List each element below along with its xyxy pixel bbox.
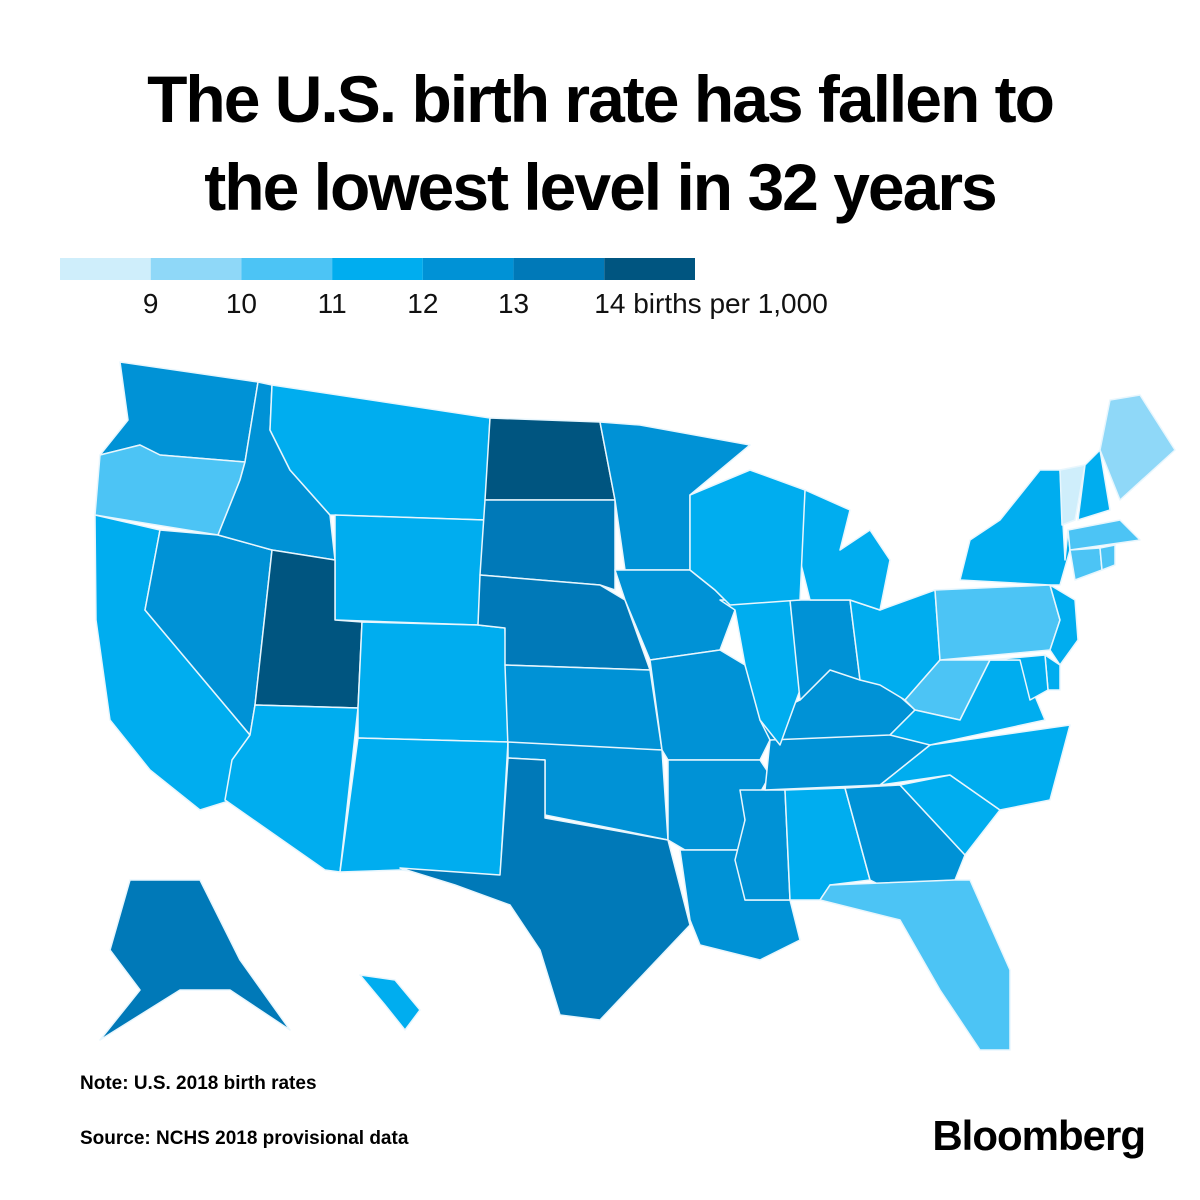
state: [959, 469, 1071, 586]
legend-swatch: [422, 258, 514, 280]
state: [479, 499, 616, 591]
legend-swatch: [60, 258, 151, 280]
state: [1059, 464, 1086, 526]
source: Source: NCHS 2018 provisional data: [80, 1128, 409, 1149]
legend-swatch: [150, 258, 242, 280]
legend-tick-label: 11: [318, 288, 347, 319]
state: [484, 417, 616, 501]
legend-swatch: [513, 258, 605, 280]
state: [504, 664, 663, 751]
legend-swatch: [332, 258, 423, 280]
legend-tick-label: 9: [143, 288, 159, 319]
state: [799, 489, 891, 611]
state: [99, 879, 291, 1041]
state: [819, 879, 1011, 1051]
state: [399, 757, 691, 1021]
state: [357, 621, 509, 743]
legend-tick-label: 10: [226, 288, 257, 319]
legend-swatch: [241, 258, 333, 280]
state: [1067, 519, 1141, 551]
state: [734, 789, 791, 901]
state: [1077, 449, 1111, 521]
state: [1099, 394, 1176, 501]
legend-swatch: [604, 258, 695, 280]
legend-tick-label: 14 births per 1,000: [594, 288, 828, 319]
logo: Bloomberg: [932, 1112, 1146, 1159]
state: [359, 974, 421, 1031]
title: The U.S. birth rate has fallen to the lo…: [147, 62, 1055, 224]
state: [689, 469, 806, 606]
legend-tick-label: 13: [498, 288, 529, 319]
state: [934, 584, 1061, 661]
state: [99, 361, 259, 463]
state: [989, 654, 1049, 701]
state: [334, 514, 486, 626]
state: [1069, 547, 1103, 581]
note: Note: U.S. 2018 birth rates: [80, 1073, 317, 1094]
state: [224, 704, 359, 873]
state: [1099, 544, 1116, 571]
state: [339, 737, 509, 879]
state: [649, 649, 771, 761]
legend-tick-label: 12: [407, 288, 438, 319]
